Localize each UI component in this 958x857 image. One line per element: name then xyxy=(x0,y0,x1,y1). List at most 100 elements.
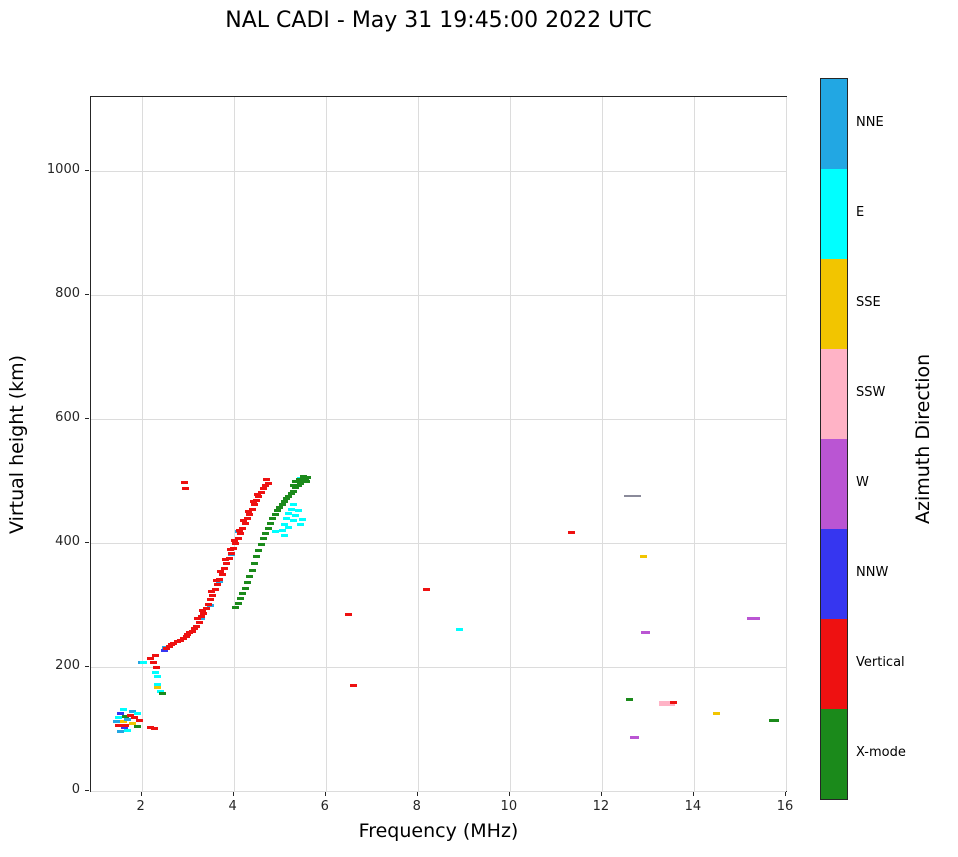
data-point-X-mode xyxy=(299,479,307,483)
y-tick-mark xyxy=(85,418,89,420)
data-point-X-mode xyxy=(255,549,263,553)
data-point-Vertical xyxy=(153,665,161,669)
y-tick-label: 600 xyxy=(55,410,80,426)
data-point-Vertical xyxy=(135,718,143,722)
data-point-E xyxy=(124,728,132,732)
y-tick-mark xyxy=(85,170,89,172)
data-point-Vertical xyxy=(349,684,357,688)
data-point-X-mode xyxy=(294,484,302,488)
data-point-SSE xyxy=(128,721,136,725)
data-point-Vertical xyxy=(191,627,199,631)
data-point-Vertical xyxy=(200,611,208,615)
data-point-E xyxy=(299,518,307,522)
data-point-Vertical xyxy=(204,602,212,606)
gridline-vertical xyxy=(693,97,695,791)
data-point-E xyxy=(271,530,279,534)
data-point-X-mode xyxy=(133,725,141,729)
data-point-X-mode xyxy=(303,475,311,479)
colorbar-label-SSW: SSW xyxy=(856,385,886,400)
y-tick-mark xyxy=(85,666,89,668)
data-point-Vertical xyxy=(221,558,229,562)
data-point-Vertical xyxy=(115,724,123,728)
data-point-Vertical xyxy=(195,620,203,624)
colorbar-segment-NNE xyxy=(821,79,847,169)
data-point-X-mode xyxy=(262,531,270,535)
data-point-NNW xyxy=(161,649,169,653)
data-point-X-mode xyxy=(290,489,298,493)
data-point-E xyxy=(285,511,293,515)
data-point-X-mode xyxy=(243,581,251,585)
data-point-W xyxy=(641,631,651,635)
data-point-Vertical xyxy=(263,478,271,482)
gridline-vertical xyxy=(233,97,235,791)
data-point-X-mode xyxy=(253,555,261,559)
gridline-vertical xyxy=(141,97,143,791)
data-point-Vertical xyxy=(147,725,155,729)
data-point-X-mode xyxy=(232,606,240,610)
colorbar-label-NNE: NNE xyxy=(856,115,884,130)
data-point-Vertical xyxy=(244,510,252,514)
data-point-NNE xyxy=(197,617,205,621)
data-point-X-mode xyxy=(295,477,303,481)
data-point-Vertical xyxy=(181,487,189,491)
data-point-X-mode xyxy=(292,480,300,484)
y-tick-label: 800 xyxy=(55,286,80,302)
data-point-Vertical xyxy=(243,517,251,521)
data-point-X-mode xyxy=(122,715,130,719)
gridline-horizontal xyxy=(91,791,786,792)
data-point-Vertical xyxy=(186,631,194,635)
data-point-E xyxy=(280,534,288,538)
data-point-W xyxy=(750,616,760,620)
data-point-Vertical xyxy=(214,583,222,587)
data-point-W xyxy=(629,736,639,740)
data-point-E xyxy=(455,628,463,632)
data-point-X-mode xyxy=(772,719,780,723)
data-point-Vertical xyxy=(149,661,157,665)
data-point-E xyxy=(283,516,291,520)
data-point-Vertical xyxy=(260,487,268,491)
data-point-NNE xyxy=(216,580,224,584)
data-point-Vertical xyxy=(239,527,247,531)
data-point-E xyxy=(292,513,300,517)
data-point-Vertical xyxy=(423,588,431,592)
gridline-horizontal xyxy=(91,295,786,297)
data-point-X-mode xyxy=(241,586,249,590)
x-tick-mark xyxy=(600,792,602,796)
colorbar-label-W: W xyxy=(856,475,869,490)
data-point-E xyxy=(119,708,127,712)
colorbar-label-NNW: NNW xyxy=(856,565,889,580)
data-point-Vertical xyxy=(211,588,219,592)
data-point-Vertical xyxy=(568,531,576,535)
x-tick-mark xyxy=(232,792,234,796)
data-point-Vertical xyxy=(147,656,155,660)
data-point-Vertical xyxy=(237,532,245,536)
data-point-Vertical xyxy=(255,495,263,499)
data-point-SSE xyxy=(713,712,721,716)
colorbar-title: Azimuth Direction xyxy=(912,353,934,525)
data-point-X-mode xyxy=(626,697,633,701)
gridline-vertical xyxy=(601,97,603,791)
x-axis-label: Frequency (MHz) xyxy=(358,820,519,842)
colorbar-segment-X-mode xyxy=(821,709,847,799)
x-tick-label: 12 xyxy=(592,799,610,814)
x-tick-label: 6 xyxy=(320,799,329,814)
colorbar-segment-W xyxy=(821,439,847,529)
data-point-Vertical xyxy=(250,503,258,507)
data-point-Vertical xyxy=(225,557,233,561)
data-point-X-mode xyxy=(292,486,300,490)
data-point-X-mode xyxy=(250,562,258,566)
data-point-E xyxy=(296,523,304,527)
data-point-NNE xyxy=(117,730,125,733)
data-point-Vertical xyxy=(264,481,272,485)
chart-title: NAL CADI - May 31 19:45:00 2022 UTC xyxy=(225,8,652,33)
data-point-X-mode xyxy=(300,474,308,478)
data-point-E xyxy=(290,519,298,523)
data-point-Vertical xyxy=(163,646,171,650)
data-point-Vertical xyxy=(122,723,130,727)
data-point-E xyxy=(285,525,293,529)
x-tick-mark xyxy=(140,792,142,796)
colorbar-label-Vertical: Vertical xyxy=(856,655,905,670)
data-point-X-mode xyxy=(246,575,254,579)
data-point-Vertical xyxy=(193,624,201,628)
data-point-E xyxy=(278,529,286,533)
